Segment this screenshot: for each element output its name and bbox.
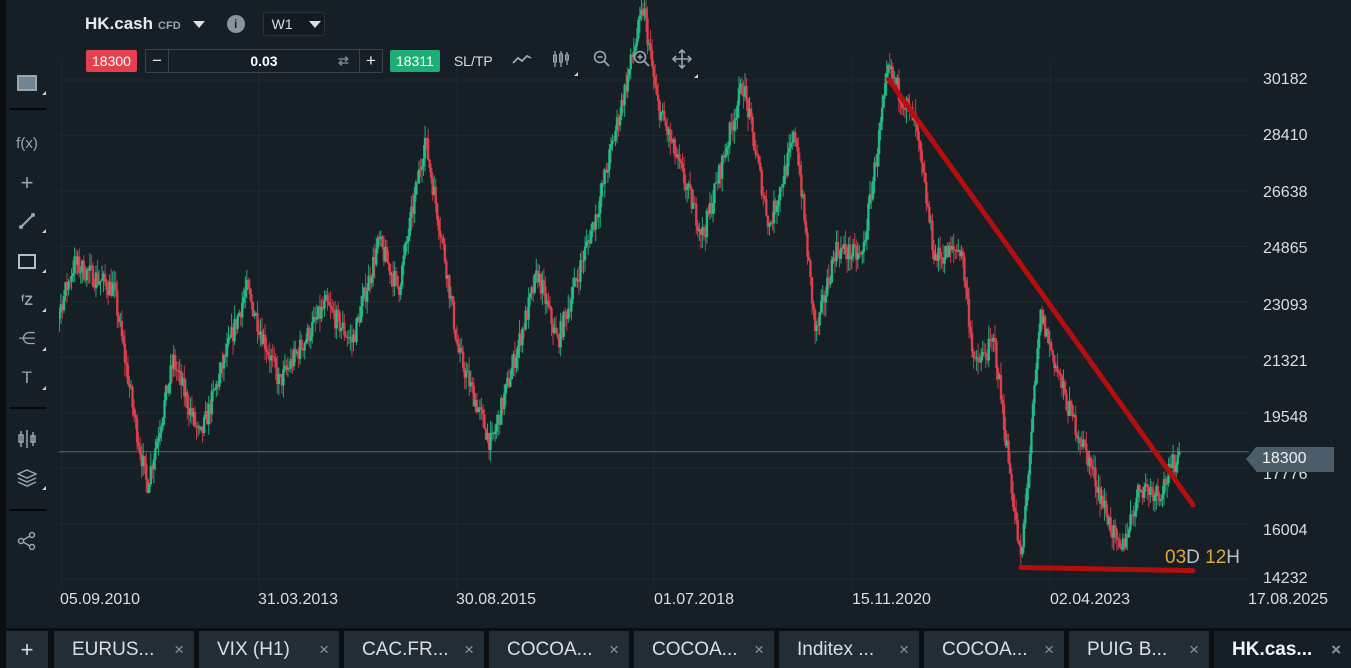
chart-tab[interactable]: COCOA... × bbox=[489, 631, 629, 668]
text-glyph: T bbox=[21, 368, 33, 387]
close-tab-icon[interactable]: × bbox=[174, 640, 184, 659]
volume-input[interactable]: 0.03 ⇄ bbox=[169, 53, 359, 69]
date-tick: 17.08.2025 bbox=[1248, 591, 1329, 608]
indicators-icon[interactable]: f(x) bbox=[16, 134, 38, 152]
date-tick: 02.04.2023 bbox=[1050, 591, 1131, 608]
symbol-name[interactable]: HK.cash bbox=[85, 14, 154, 33]
fibonacci-glyph: ᶠZ bbox=[21, 292, 33, 308]
add-tab-button[interactable]: + bbox=[6, 631, 48, 668]
current-price-value: 18300 bbox=[1262, 450, 1307, 467]
price-tick: 21321 bbox=[1263, 353, 1308, 370]
buy-button[interactable]: 18311 bbox=[389, 50, 440, 72]
text-icon[interactable]: T bbox=[6, 363, 48, 393]
chart-tab[interactable]: COCOA... × bbox=[634, 631, 774, 668]
move-icon[interactable] bbox=[671, 48, 698, 78]
countdown-days-unit: D bbox=[1186, 547, 1200, 568]
chart-tab[interactable]: COCOA... × bbox=[924, 631, 1064, 668]
price-tick: 23093 bbox=[1263, 297, 1308, 314]
toolbar-divider bbox=[10, 407, 46, 409]
crosshair-icon[interactable]: + bbox=[20, 170, 34, 195]
line-chart-icon[interactable] bbox=[511, 52, 533, 70]
close-tab-icon[interactable]: × bbox=[609, 640, 619, 659]
tab-label: COCOA... bbox=[652, 638, 738, 660]
timeframe-select[interactable]: W1 bbox=[262, 12, 325, 36]
trendline-icon[interactable] bbox=[6, 206, 48, 236]
price-tick: 26638 bbox=[1263, 184, 1308, 201]
chart-tab[interactable]: Inditex ... × bbox=[779, 631, 919, 668]
chart-tab-active[interactable]: HK.cas... × bbox=[1214, 631, 1351, 668]
increase-volume-button[interactable]: + bbox=[358, 50, 382, 72]
countdown-days: 03 bbox=[1165, 547, 1187, 568]
volume-value: 0.03 bbox=[250, 53, 278, 69]
symbol-type: CFD bbox=[158, 19, 181, 32]
rectangle-icon[interactable] bbox=[6, 246, 48, 276]
countdown-hours-unit: H bbox=[1226, 547, 1241, 568]
fibonacci-icon[interactable]: ᶠZ bbox=[6, 285, 48, 315]
price-tag-arrow bbox=[1246, 447, 1256, 471]
chart-type-icon[interactable] bbox=[6, 424, 48, 454]
pitchfork-glyph: ⋲ bbox=[18, 329, 36, 348]
current-price-tag: 18300 bbox=[1246, 447, 1334, 472]
info-icon[interactable]: i bbox=[226, 15, 245, 33]
price-tag-body bbox=[1256, 447, 1334, 472]
volume-stepper: − 0.03 ⇄ + bbox=[144, 49, 383, 73]
date-tick: 30.08.2015 bbox=[456, 591, 537, 608]
countdown-hours: 12 bbox=[1205, 547, 1227, 568]
candlestick-chart[interactable] bbox=[59, 0, 1249, 588]
close-tab-icon[interactable]: × bbox=[319, 640, 329, 659]
left-edge bbox=[0, 0, 6, 628]
price-tick: 30182 bbox=[1263, 71, 1308, 88]
date-tick: 05.09.2010 bbox=[60, 591, 141, 608]
chart-plot-area[interactable] bbox=[59, 0, 1249, 588]
price-axis[interactable]: 30182 28410 26638 24865 23093 21321 1954… bbox=[1252, 0, 1351, 588]
symbol-dropdown-icon[interactable] bbox=[192, 20, 205, 28]
date-tick: 31.03.2013 bbox=[258, 591, 339, 608]
close-tab-icon[interactable]: × bbox=[1189, 640, 1199, 659]
price-tick: 24865 bbox=[1263, 240, 1308, 257]
timeframe-value: W1 bbox=[271, 16, 293, 32]
trade-bar: 18300 − 0.03 ⇄ + 18311 SL/TP bbox=[86, 48, 698, 78]
pitchfork-icon[interactable]: ⋲ bbox=[6, 324, 48, 354]
close-tab-icon[interactable]: × bbox=[754, 640, 764, 659]
tab-label: COCOA... bbox=[942, 638, 1028, 660]
tab-label: Inditex ... bbox=[797, 638, 875, 660]
zoom-in-icon[interactable] bbox=[631, 50, 653, 73]
swap-icon[interactable]: ⇄ bbox=[338, 53, 349, 68]
layers-icon[interactable] bbox=[6, 463, 48, 493]
price-tick: 19548 bbox=[1263, 409, 1308, 426]
date-tick: 15.11.2020 bbox=[852, 591, 931, 608]
date-tick: 01.07.2018 bbox=[654, 591, 735, 608]
price-tick: 16004 bbox=[1263, 522, 1308, 539]
sell-button[interactable]: 18300 bbox=[86, 50, 137, 72]
candle-countdown: 03D 12H bbox=[1165, 547, 1240, 569]
tab-label: CAC.FR... bbox=[362, 638, 449, 660]
toolbar-divider bbox=[10, 509, 46, 511]
close-tab-icon[interactable]: × bbox=[464, 640, 474, 659]
close-tab-icon[interactable]: × bbox=[1331, 640, 1341, 659]
chart-tab[interactable]: VIX (H1) × bbox=[199, 631, 339, 668]
chart-tab-bar: + EURUS... × VIX (H1) × CAC.FR... × COCOA..… bbox=[0, 628, 1351, 668]
close-tab-icon[interactable]: × bbox=[899, 640, 909, 659]
tab-label: EURUS... bbox=[72, 638, 155, 660]
zoom-out-icon[interactable] bbox=[591, 50, 613, 73]
tab-label: COCOA... bbox=[507, 638, 593, 660]
close-tab-icon[interactable]: × bbox=[1044, 640, 1054, 659]
candles-icon[interactable] bbox=[551, 50, 578, 76]
tab-label: VIX (H1) bbox=[217, 638, 290, 660]
symbol-header: HK.cash CFD i W1 bbox=[85, 12, 325, 36]
chart-tab[interactable]: PUIG B... × bbox=[1069, 631, 1209, 668]
chart-tab[interactable]: CAC.FR... × bbox=[344, 631, 484, 668]
price-tick: 28410 bbox=[1263, 127, 1308, 144]
tab-label: HK.cas... bbox=[1232, 638, 1313, 660]
chart-tab[interactable]: EURUS... × bbox=[54, 631, 194, 668]
decrease-volume-button[interactable]: − bbox=[146, 50, 169, 72]
drawing-toolbar: f(x) + ᶠZ ⋲ T bbox=[6, 60, 48, 580]
sltp-button[interactable]: SL/TP bbox=[453, 53, 493, 69]
toolbar-divider bbox=[10, 108, 46, 110]
price-tick: 14232 bbox=[1263, 570, 1308, 587]
share-icon[interactable] bbox=[6, 526, 48, 556]
chart-window-icon[interactable] bbox=[6, 68, 48, 98]
chevron-down-icon bbox=[308, 20, 321, 28]
tab-label: PUIG B... bbox=[1087, 638, 1168, 660]
